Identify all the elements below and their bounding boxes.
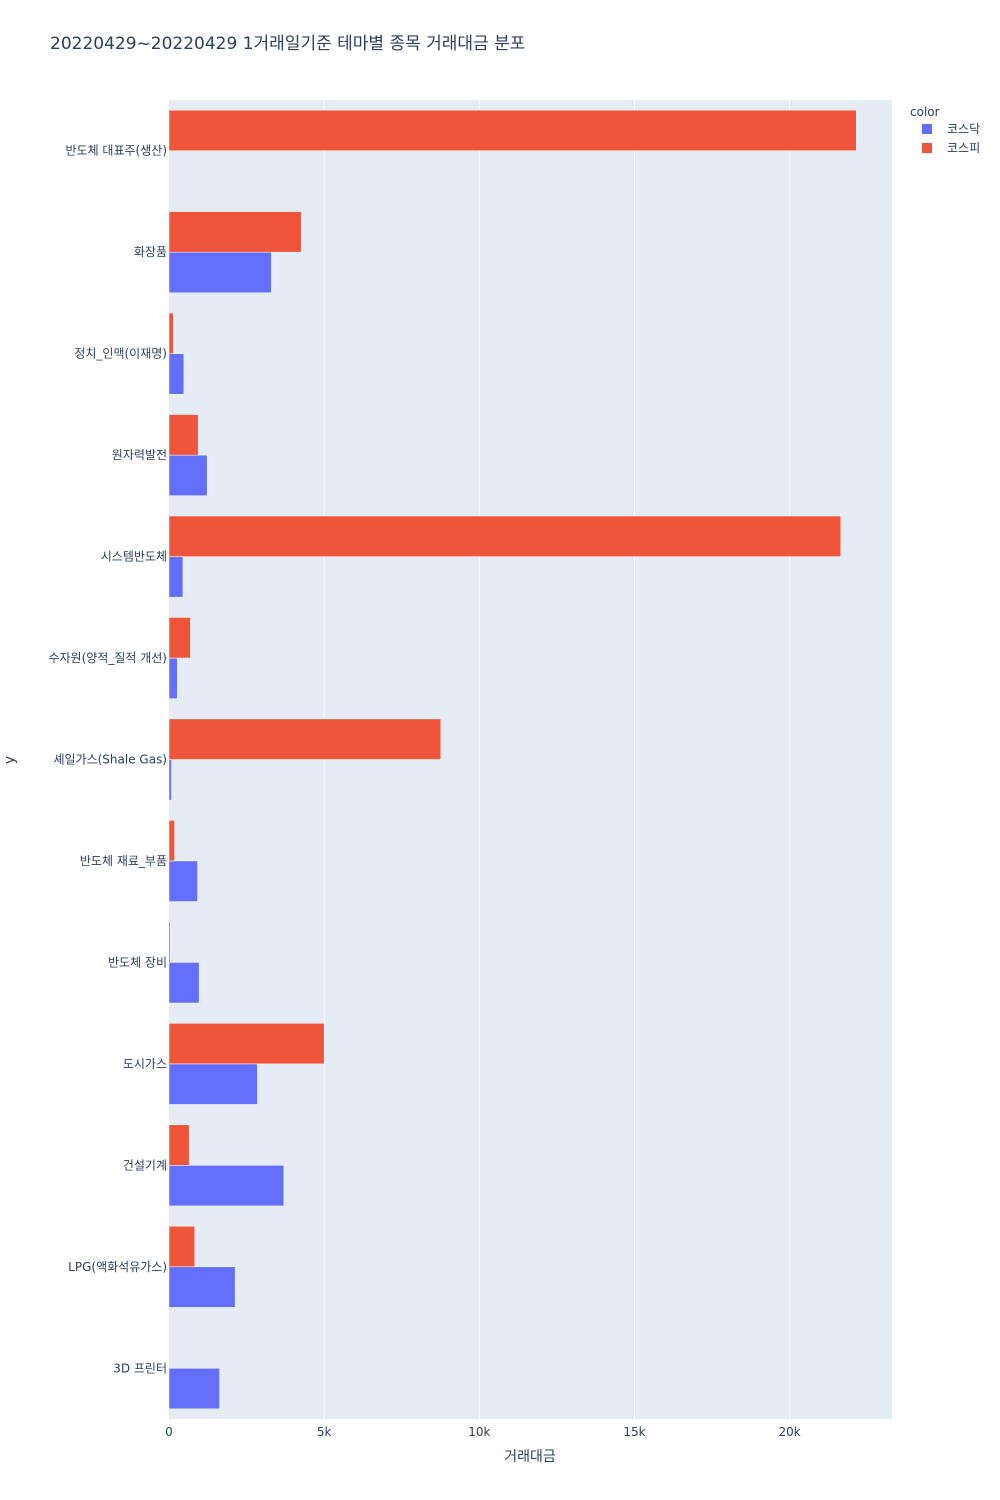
legend-label-kospi: 코스피 [947,141,980,155]
y-tick-label: 화장품 [134,245,167,259]
bar-kosdaq[interactable] [168,1063,258,1105]
y-tick-label: 반도체 대표주(생산) [66,144,168,158]
bars [168,109,857,1410]
y-tick-label: 반도체 재료_부품 [80,854,167,868]
legend-swatch-kosdaq [922,124,932,134]
bar-kospi[interactable] [168,1124,190,1166]
legend: color 코스닥 코스피 [910,105,980,155]
bar-kosdaq[interactable] [168,556,184,598]
bar-kosdaq[interactable] [168,251,272,294]
bar-kospi[interactable] [168,515,842,557]
legend-label-kosdaq: 코스닥 [947,122,980,136]
y-tick-label: 도시가스 [123,1057,167,1071]
bar-kospi[interactable] [168,617,191,659]
bar-kospi[interactable] [168,820,175,862]
y-tick-label: 원자력발전 [112,448,167,462]
x-tick-label: 10k [468,1425,490,1439]
bar-kospi[interactable] [168,1225,196,1268]
bar-kosdaq[interactable] [168,657,178,699]
y-tick-label: 수자원(양적_질적 개선) [48,651,167,665]
legend-swatch-kospi [922,143,932,153]
chart-title: 20220429~20220429 1거래일기준 테마별 종목 거래대금 분포 [50,34,525,54]
y-tick-label: 셰일가스(Shale Gas) [53,753,167,767]
y-tick-label: 반도체 장비 [108,955,167,969]
x-axis-ticks: 0 5k 10k 15k 20k [165,1425,801,1439]
bar-kospi[interactable] [168,1023,325,1065]
bar-kosdaq[interactable] [168,759,172,801]
bar-kosdaq[interactable] [168,1266,236,1308]
bar-kosdaq[interactable] [168,1368,220,1410]
y-tick-label: 정치_인맥(이재명) [74,347,167,361]
y-tick-label: 시스템반도체 [101,550,167,564]
legend-item-kospi[interactable]: 코스피 [922,141,980,155]
x-tick-label: 15k [623,1425,645,1439]
y-tick-label: LPG(액화석유가스) [68,1260,167,1274]
bar-kosdaq[interactable] [168,353,185,395]
bar-kospi[interactable] [168,312,174,354]
x-tick-label: 5k [317,1425,332,1439]
y-axis-title: y [2,756,18,764]
y-tick-label: 3D 프린터 [113,1361,167,1375]
y-tick-label: 건설기계 [123,1158,167,1172]
bar-kosdaq[interactable] [168,1165,285,1207]
x-tick-label: 0 [165,1425,173,1439]
bar-kospi[interactable] [168,921,171,963]
legend-title: color [910,105,940,119]
bar-kospi[interactable] [168,109,857,151]
bar-kospi[interactable] [168,211,302,253]
bar-kosdaq[interactable] [168,454,208,496]
bar-kosdaq[interactable] [168,860,198,902]
bar-kospi[interactable] [168,414,199,456]
x-tick-label: 20k [778,1425,800,1439]
bar-kosdaq[interactable] [168,962,200,1004]
bar-kospi[interactable] [168,718,442,760]
x-axis-title: 거래대금 [504,1449,556,1465]
legend-item-kosdaq[interactable]: 코스닥 [922,122,980,136]
